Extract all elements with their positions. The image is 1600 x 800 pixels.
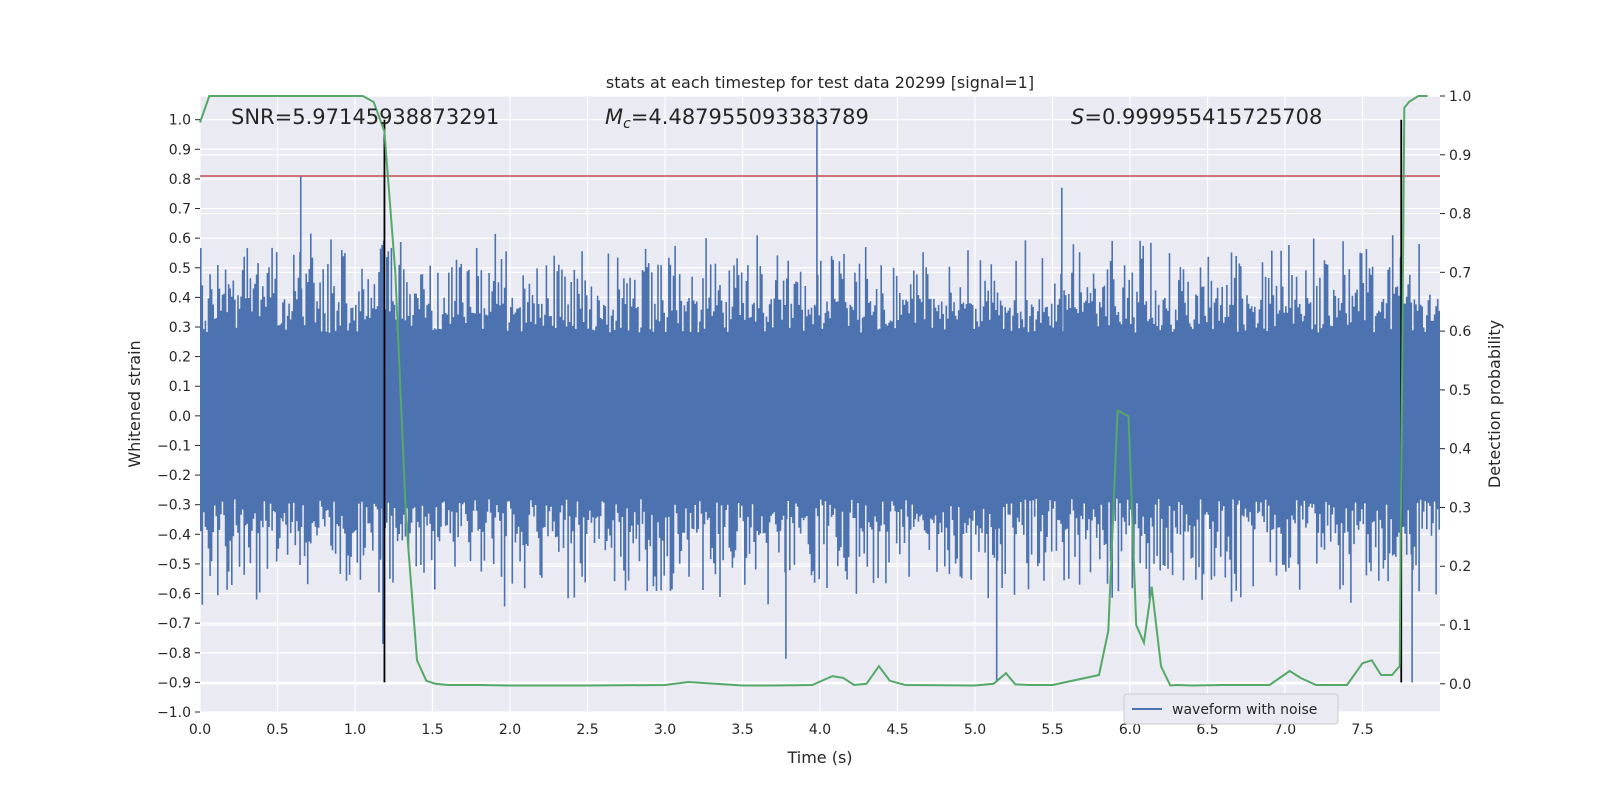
y-tick-label: −0.6 <box>157 587 191 603</box>
x-tick-label: 5.0 <box>964 722 986 738</box>
y2-tick-label: 0.3 <box>1449 500 1471 516</box>
y-tick-label: 0.6 <box>169 231 191 247</box>
y2-tick-label: 0.9 <box>1449 148 1471 164</box>
x-axis-ticks: 0.0 0.5 1.0 1.5 2.0 2.5 3.0 3.5 4.0 4.5 5.0 5.5 6.0 6… <box>189 722 1374 738</box>
y2-tick-label: 0.8 <box>1449 207 1471 223</box>
y-tick-label: −0.4 <box>157 527 191 543</box>
y-tick-label: 0.4 <box>169 290 191 306</box>
x-tick-label: 1.0 <box>344 722 366 738</box>
y2-tick-label: 0.7 <box>1449 265 1471 281</box>
x-tick-label: 7.5 <box>1351 722 1373 738</box>
y2-tick-label: 0.0 <box>1449 677 1471 693</box>
y-tick-label: 0.1 <box>169 379 191 395</box>
y-tick-label: −0.9 <box>157 675 191 691</box>
y-tick-label: −0.5 <box>157 557 191 573</box>
x-tick-label: 2.0 <box>499 722 521 738</box>
statistic-annotation: S=0.999955415725708 <box>1071 105 1322 129</box>
x-tick-label: 3.0 <box>654 722 676 738</box>
legend: waveform with noise <box>1123 693 1339 725</box>
y2-tick-label: 0.5 <box>1449 383 1471 399</box>
x-axis-label: Time (s) <box>786 748 852 767</box>
y-tick-label: 0.3 <box>169 320 191 336</box>
y2-tick-label: 0.2 <box>1449 559 1471 575</box>
y2-axis-label: Detection probability <box>1485 320 1504 488</box>
y2-tick-label: 0.1 <box>1449 618 1471 634</box>
waveform-core-band <box>200 347 1440 484</box>
y-tick-label: −0.1 <box>157 438 191 454</box>
x-tick-label: 2.5 <box>576 722 598 738</box>
waveform-series <box>200 119 1440 683</box>
legend-label: waveform with noise <box>1172 702 1317 718</box>
y-tick-label: −0.3 <box>157 498 191 514</box>
x-tick-label: 0.0 <box>189 722 211 738</box>
y-axis-ticks: −1.0 −0.9 −0.8 −0.7 −0.6 −0.5 −0.4 −0.3 −0.2 −0.1… <box>157 113 200 721</box>
x-tick-label: 1.5 <box>421 722 443 738</box>
y-tick-label: 0.8 <box>169 172 191 188</box>
y-tick-label: 1.0 <box>169 113 191 129</box>
x-tick-label: 6.0 <box>1119 722 1141 738</box>
snr-annotation: SNR=5.97145938873291 <box>231 105 499 129</box>
legend-box <box>1123 693 1339 725</box>
y-tick-label: −0.8 <box>157 646 191 662</box>
y-tick-label: 0.9 <box>169 142 191 158</box>
detection-probability-line <box>199 95 1428 687</box>
y-tick-label: 0.5 <box>169 261 191 277</box>
y-tick-label: 0.0 <box>169 409 191 425</box>
y-tick-label: 0.7 <box>169 202 191 218</box>
x-tick-label: 3.5 <box>731 722 753 738</box>
x-tick-label: 6.5 <box>1196 722 1218 738</box>
x-tick-label: 4.0 <box>809 722 831 738</box>
chirp-mass-annotation: Mc=4.487955093383789 <box>605 105 869 132</box>
y-tick-label: −0.7 <box>157 616 191 632</box>
y2-axis-ticks: 0.0 0.1 0.2 0.3 0.4 0.5 0.6 0.7 0.8 0.9 1.0 <box>1440 89 1471 693</box>
x-tick-label: 5.5 <box>1041 722 1063 738</box>
y-axis-label: Whitened strain <box>125 340 144 467</box>
y-tick-label: −1.0 <box>157 705 191 721</box>
y2-tick-label: 1.0 <box>1449 89 1471 105</box>
x-tick-label: 4.5 <box>886 722 908 738</box>
y-tick-label: 0.2 <box>169 350 191 366</box>
x-tick-label: 0.5 <box>266 722 288 738</box>
y2-tick-label: 0.4 <box>1449 442 1471 458</box>
chart-title: stats at each timestep for test data 202… <box>606 73 1034 92</box>
y2-tick-label: 0.6 <box>1449 324 1471 340</box>
x-tick-label: 7.0 <box>1274 722 1296 738</box>
y-tick-label: −0.2 <box>157 468 191 484</box>
